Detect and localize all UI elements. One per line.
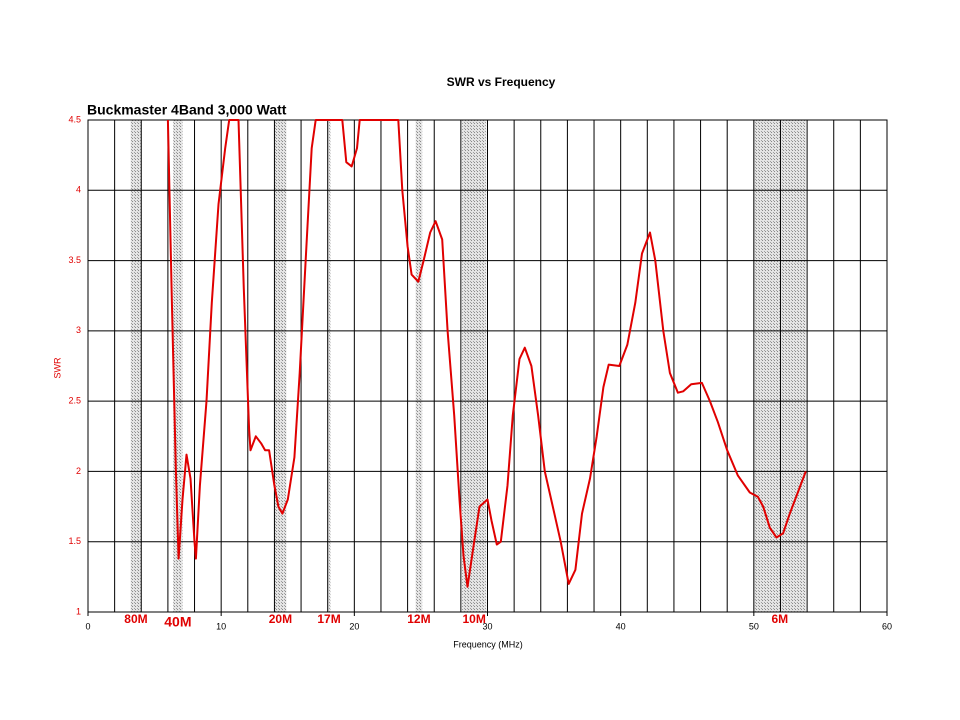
marks [166,119,807,588]
x-tick-label: 30 [482,621,492,631]
band-label: 20M [269,612,292,626]
band-label: 10M [463,612,486,626]
band-label: 17M [317,612,340,626]
band-shade [327,120,331,612]
band-shade [415,120,423,612]
y-tick-label: 1.5 [68,536,81,546]
band-shade [130,120,142,612]
band-label: 80M [124,612,147,626]
band-shade [462,120,487,612]
bands [130,120,806,612]
grid [87,119,888,616]
y-axis-label: SWR [52,357,62,378]
labels: 80M 40M 20M 17M 12M 10M 6M 1 1.5 2 2.5 3 3.5 4 4.5 0 10 2… [68,114,892,631]
band-shade [274,120,287,612]
y-tick-label: 4.5 [68,114,81,124]
band-label: 12M [407,612,430,626]
band-label: 6M [771,612,788,626]
x-tick-label: 0 [85,621,90,631]
x-tick-label: 60 [882,621,892,631]
swr-line [166,119,807,588]
x-tick-label: 10 [216,621,226,631]
x-axis-label: Frequency (MHz) [453,639,523,649]
chart-subtitle: Buckmaster 4Band 3,000 Watt [87,102,287,118]
band-shade [753,120,806,612]
y-tick-label: 4 [76,185,81,195]
y-tick-label: 2.5 [68,396,81,406]
band-shade [173,120,183,612]
y-tick-label: 3.5 [68,255,81,265]
x-tick-label: 40 [616,621,626,631]
band-label: 40M [164,614,191,630]
y-tick-label: 2 [76,466,81,476]
y-tick-label: 3 [76,325,81,335]
x-tick-label: 20 [349,621,359,631]
x-tick-label: 50 [749,621,759,631]
y-tick-label: 1 [76,606,81,616]
chart-title: SWR vs Frequency [447,75,556,89]
